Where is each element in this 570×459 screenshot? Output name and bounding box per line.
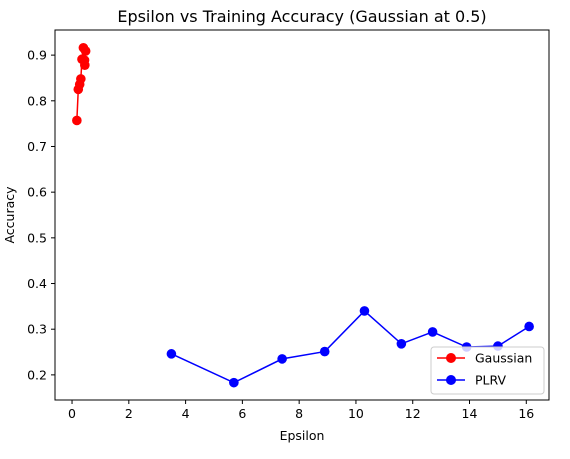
- y-tick-label: 0.4: [27, 276, 47, 291]
- legend: Gaussian PLRV: [430, 346, 545, 395]
- data-point-plrv: [396, 339, 407, 349]
- legend-label-gaussian: Gaussian: [475, 351, 532, 366]
- y-tick-label: 0.2: [27, 367, 47, 382]
- y-tick-label: 0.8: [27, 93, 47, 108]
- x-tick-label: 4: [182, 406, 190, 421]
- plot-frame: [54, 29, 550, 401]
- x-axis-label: Epsilon: [280, 428, 325, 443]
- data-point-gaussian: [79, 55, 90, 65]
- x-tick-label: 12: [405, 406, 421, 421]
- legend-label-plrv: PLRV: [475, 373, 507, 388]
- y-tick-label: 0.3: [27, 322, 47, 337]
- data-point-plrv: [229, 377, 239, 388]
- data-point-plrv: [166, 349, 177, 359]
- x-tick-label: 0: [68, 406, 76, 421]
- x-tick-label: 8: [295, 406, 303, 421]
- y-axis-label: Accuracy: [2, 186, 17, 244]
- data-point-plrv: [277, 354, 287, 364]
- data-point-gaussian: [72, 115, 82, 126]
- data-point-plrv: [359, 306, 370, 316]
- data-point-gaussian: [76, 74, 86, 84]
- x-tick-label: 6: [238, 406, 246, 421]
- legend-marker-plrv: [446, 375, 456, 385]
- data-point-plrv: [427, 327, 438, 337]
- x-tick-label: 14: [462, 406, 478, 421]
- x-tick-label: 10: [348, 406, 364, 421]
- x-axis: 0 2 4 6 8 10 12 14 16: [68, 400, 534, 421]
- x-tick-label: 2: [125, 406, 133, 421]
- data-point-plrv: [319, 346, 330, 357]
- data-point-gaussian: [80, 46, 91, 56]
- y-tick-label: 0.5: [27, 230, 47, 245]
- x-tick-label: 16: [518, 406, 534, 421]
- legend-marker-gaussian: [446, 353, 456, 363]
- y-tick-label: 0.6: [27, 185, 47, 200]
- y-tick-label: 0.7: [27, 139, 47, 154]
- y-tick-label: 0.9: [27, 48, 47, 63]
- y-axis: 0.2 0.3 0.4 0.5 0.6 0.7 0.8 0.9: [27, 48, 55, 382]
- data-point-plrv: [524, 321, 534, 332]
- plot-area: [72, 43, 534, 388]
- chart-title: Epsilon vs Training Accuracy (Gaussian a…: [117, 7, 486, 26]
